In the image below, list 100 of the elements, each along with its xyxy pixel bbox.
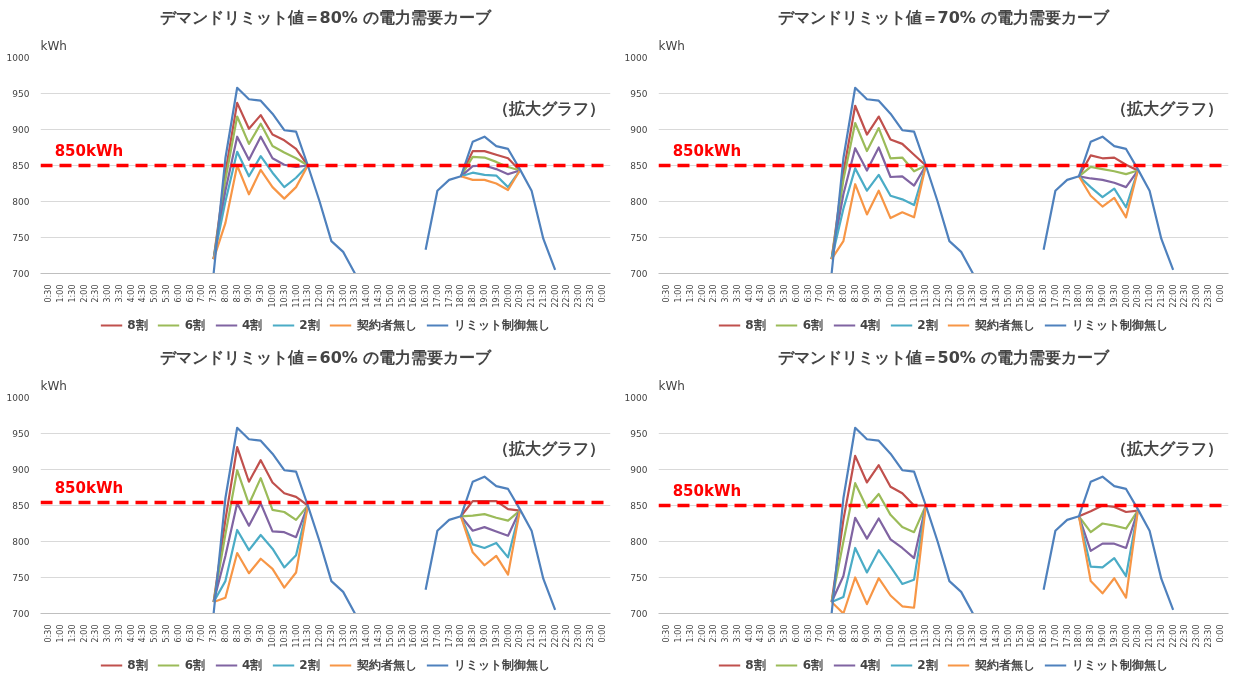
x-tick-label: 15:00 [385, 284, 395, 308]
x-tick-label: 4:00 [126, 284, 136, 303]
x-tick-label: 14:30 [374, 624, 383, 648]
x-tick-label: 19:30 [491, 284, 501, 308]
x-tick-label: 5:00 [150, 624, 160, 643]
y-tick-label: 950 [12, 89, 30, 99]
x-tick-label: 12:30 [326, 284, 336, 308]
x-tick-label: 11:00 [291, 624, 301, 648]
x-tick-label: 12:30 [326, 624, 336, 648]
chart-title: デマンドリミット値＝80% の電力需要カーブ [159, 7, 493, 27]
ref-line-label: 850kWh [54, 478, 124, 497]
x-tick-label: 1:30 [67, 624, 77, 643]
x-tick-label: 9:00 [244, 624, 254, 643]
x-tick-label: 1:00 [56, 624, 66, 643]
x-tick-label: 23:00 [1192, 624, 1202, 648]
chart-title: デマンドリミット値＝70% の電力需要カーブ [777, 7, 1111, 27]
x-tick-label: 3:00 [103, 284, 113, 303]
x-tick-label: 3:00 [721, 624, 731, 643]
legend-label: 6割 [184, 316, 205, 334]
x-tick-label: 9:00 [862, 284, 872, 303]
x-tick-label: 11:30 [303, 284, 313, 308]
x-tick-label: 19:00 [479, 624, 489, 648]
x-tick-label: 13:30 [968, 284, 978, 308]
legend-label: 2割 [917, 656, 938, 674]
legend-label: 4割 [860, 316, 881, 334]
x-tick-label: 7:30 [209, 624, 219, 643]
x-tick-label: 18:00 [1074, 624, 1084, 648]
annotation: （拡大グラフ） [1111, 438, 1224, 458]
x-tick-label: 15:30 [397, 284, 407, 308]
x-tick-label: 12:00 [315, 624, 325, 648]
y-tick-label: 750 [12, 233, 30, 243]
legend-label: 6割 [802, 316, 823, 334]
x-tick-label: 5:00 [150, 284, 160, 303]
legend-label: 契約者無し [974, 316, 1035, 334]
x-tick-label: 4:30 [138, 624, 148, 643]
x-tick-label: 5:30 [780, 284, 790, 303]
x-tick-label: 12:00 [933, 624, 943, 648]
x-tick-label: 14:00 [362, 284, 372, 308]
x-tick-label: 9:30 [256, 624, 266, 643]
x-tick-label: 4:30 [756, 624, 766, 643]
legend-label: 4割 [860, 656, 881, 674]
y-tick-label: 800 [630, 197, 648, 207]
x-tick-label: 8:00 [220, 284, 230, 303]
x-tick-label: 22:30 [1180, 284, 1190, 308]
x-tick-label: 8:30 [232, 624, 242, 643]
legend-label: 4割 [242, 656, 263, 674]
y-tick-label: 1000 [6, 393, 30, 403]
legend-label: 8割 [745, 316, 766, 334]
x-tick-label: 10:00 [886, 284, 895, 308]
x-tick-label: 15:00 [1003, 284, 1013, 308]
x-tick-label: 17:00 [1050, 624, 1060, 648]
x-tick-label: 14:30 [992, 284, 1001, 308]
x-tick-label: 11:00 [291, 284, 301, 308]
x-tick-label: 11:30 [921, 284, 931, 308]
legend-label: リミット制御無し [453, 316, 550, 334]
x-tick-label: 10:30 [279, 624, 289, 648]
x-tick-label: 5:30 [162, 624, 172, 643]
x-tick-label: 17:30 [1062, 284, 1072, 308]
x-tick-label: 3:30 [114, 624, 124, 643]
x-tick-label: 8:30 [232, 284, 242, 303]
x-tick-label: 3:00 [721, 284, 731, 303]
x-tick-label: 22:30 [562, 624, 572, 648]
ref-line-label: 850kWh [672, 481, 742, 500]
x-tick-label: 6:30 [185, 284, 195, 303]
x-tick-label: 13:30 [968, 624, 978, 648]
x-tick-label: 6:30 [803, 624, 813, 643]
x-tick-label: 7:00 [815, 624, 825, 643]
x-tick-label: 2:00 [79, 284, 89, 303]
x-tick-label: 0:30 [44, 624, 54, 643]
chart-title: デマンドリミット値＝60% の電力需要カーブ [159, 347, 493, 367]
y-tick-label: 900 [630, 465, 648, 475]
annotation: （拡大グラフ） [493, 98, 606, 118]
x-tick-label: 9:00 [244, 284, 254, 303]
legend-label: 2割 [299, 656, 320, 674]
x-tick-label: 18:30 [468, 624, 478, 648]
x-tick-label: 10:30 [897, 284, 907, 308]
x-tick-label: 17:00 [432, 624, 442, 648]
x-tick-label: 2:30 [709, 624, 719, 643]
x-tick-label: 11:00 [909, 624, 919, 648]
x-tick-label: 1:00 [56, 284, 66, 303]
x-tick-label: 21:30 [1156, 624, 1166, 648]
x-tick-label: 12:00 [315, 284, 325, 308]
x-tick-label: 16:30 [421, 284, 431, 308]
x-tick-label: 15:30 [1015, 624, 1025, 648]
y-axis-title: kWh [40, 378, 67, 393]
y-tick-label: 800 [630, 537, 648, 547]
y-tick-label: 700 [12, 269, 30, 279]
legend-label: 契約者無し [356, 316, 417, 334]
y-tick-label: 900 [630, 125, 648, 135]
x-tick-label: 14:30 [374, 284, 383, 308]
y-tick-label: 850 [630, 161, 648, 171]
x-tick-label: 7:30 [209, 284, 219, 303]
x-tick-label: 1:00 [674, 624, 684, 643]
x-tick-label: 23:30 [1203, 284, 1213, 308]
x-tick-label: 16:00 [1027, 284, 1037, 308]
chart-title: デマンドリミット値＝50% の電力需要カーブ [777, 347, 1111, 367]
x-tick-label: 15:30 [1015, 284, 1025, 308]
x-tick-label: 4:00 [126, 624, 136, 643]
x-tick-label: 17:30 [444, 284, 454, 308]
x-tick-label: 21:30 [1156, 284, 1166, 308]
